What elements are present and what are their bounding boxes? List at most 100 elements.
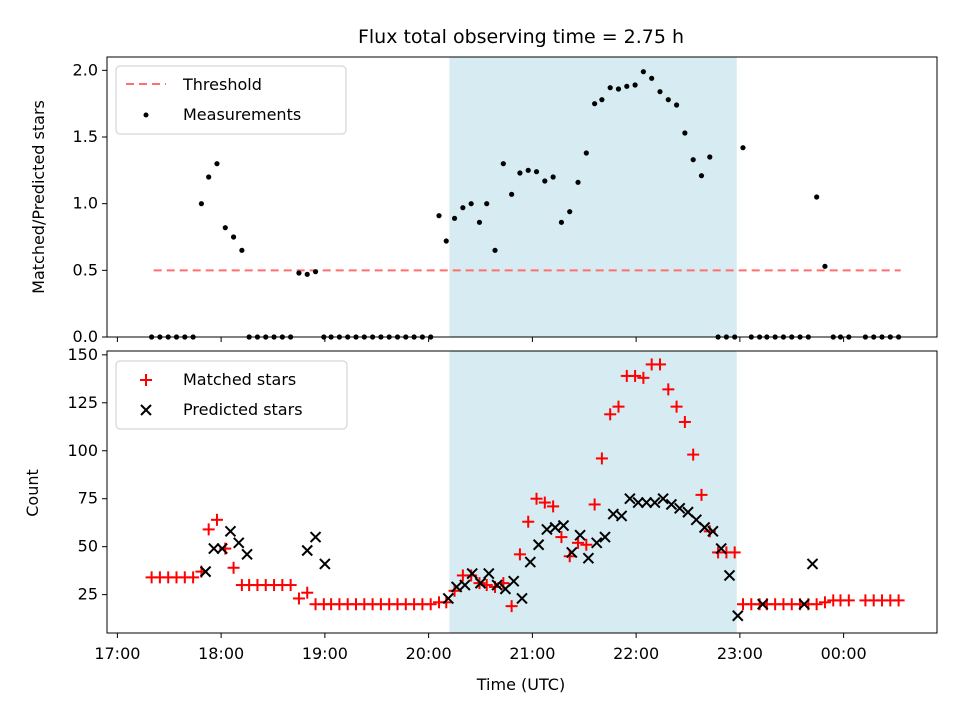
measurement-point [822, 263, 828, 269]
predicted-star-point [507, 575, 520, 587]
predicted-star-stroke [756, 598, 769, 610]
predicted-star-stroke [723, 569, 736, 582]
x-tick-label: 20:00 [406, 644, 452, 663]
measurement-point [592, 101, 598, 107]
matched-star-point [595, 452, 608, 465]
predicted-star-stroke [450, 581, 463, 593]
matched-star-point [440, 596, 453, 609]
predicted-stars-points [199, 493, 819, 622]
matched-star-point [678, 415, 691, 428]
y-tick-label: 2.0 [73, 60, 98, 79]
legend-measurements-label: Measurements [183, 105, 301, 124]
predicted-star-stroke [707, 525, 719, 538]
measurement-point [214, 161, 220, 167]
measurement-point [542, 178, 548, 184]
top-y-ticks: 0.0 0.5 1.0 1.5 2.0 [73, 60, 107, 346]
predicted-star-point [649, 496, 661, 509]
predicted-star-point [532, 539, 545, 551]
predicted-star-point [208, 542, 220, 555]
y-tick-label: 1.0 [73, 194, 98, 213]
predicted-star-point [549, 521, 561, 534]
predicted-star-point [442, 592, 455, 605]
matched-star-point [292, 592, 305, 605]
predicted-star-stroke [690, 514, 703, 526]
predicted-star-point [607, 508, 620, 520]
predicted-star-point [640, 496, 653, 509]
predicted-star-point [483, 567, 495, 580]
bottom-legend: Matched stars Predicted stars [115, 360, 348, 430]
measurement-point [222, 225, 228, 231]
y-tick-label: 0.5 [73, 260, 98, 279]
predicted-star-point [524, 556, 537, 568]
measurement-point [443, 238, 449, 244]
matched-star-point [227, 561, 240, 574]
matched-star-point [629, 369, 642, 382]
y-tick-label: 125 [67, 393, 98, 412]
matched-star-point [728, 546, 741, 559]
predicted-star-point [541, 523, 553, 536]
matched-star-point [637, 371, 650, 384]
top-plot-frame [106, 56, 938, 338]
measurement-point [624, 83, 630, 89]
predicted-star-stroke [574, 529, 586, 541]
measurement-point [312, 269, 319, 275]
predicted-star-stroke [224, 525, 237, 538]
predicted-star-stroke [698, 521, 711, 534]
predicted-star-point [798, 598, 810, 610]
predicted-star-stroke [459, 579, 471, 591]
matched-star-point [448, 584, 461, 597]
predicted-star-stroke [233, 537, 245, 549]
predicted-star-stroke [682, 506, 694, 518]
matched-star-point [505, 600, 518, 613]
predicted-star-point [450, 581, 463, 593]
legend-threshold-label: Threshold [182, 75, 262, 94]
measurement-point [460, 205, 466, 211]
matched-star-point [572, 536, 585, 549]
predicted-star-stroke [665, 498, 678, 511]
predicted-star-stroke [516, 592, 528, 605]
predicted-star-point [459, 579, 471, 591]
predicted-star-point [756, 598, 769, 610]
matched-star-point [662, 383, 675, 396]
measurement-point [740, 145, 746, 151]
matched-star-point [563, 550, 576, 563]
predicted-star-stroke [649, 496, 661, 509]
measurement-point [525, 167, 531, 173]
measurement-point [517, 170, 523, 176]
measurement-point [583, 150, 589, 156]
matched-star-point [210, 513, 223, 526]
measurement-point [476, 219, 483, 225]
predicted-star-point [516, 592, 528, 605]
predicted-star-stroke [732, 610, 744, 622]
measurement-point [550, 174, 556, 180]
top-x-ticks [116, 337, 845, 342]
predicted-star-point [806, 558, 819, 570]
matched-star-point [580, 538, 593, 551]
x-axis-label: Time (UTC) [476, 675, 565, 694]
predicted-star-point [557, 519, 570, 532]
predicted-star-point [574, 529, 586, 541]
matched-star-point [187, 571, 200, 584]
x-tick-label: 21:00 [509, 644, 555, 663]
measurement-point [296, 270, 302, 276]
measurement-points [149, 69, 902, 340]
matched-star-point [695, 488, 708, 501]
predicted-star-point [233, 537, 245, 549]
legend-predicted-label: Predicted stars [183, 400, 303, 419]
predicted-star-point [732, 610, 744, 622]
measurement-point [484, 201, 490, 207]
predicted-star-point [624, 493, 636, 505]
matched-star-point [284, 579, 297, 592]
measurement-point [673, 102, 680, 108]
predicted-star-point [715, 542, 727, 555]
x-tick-label: 18:00 [198, 644, 244, 663]
bottom-x-ticks: 17:00 18:00 19:00 20:00 21:00 22:00 23:00 00:00 [94, 633, 867, 663]
measurement-point [206, 174, 212, 180]
matched-star-point [818, 596, 831, 609]
x-tick-label: 23:00 [717, 644, 763, 663]
measurement-point [640, 69, 646, 75]
predicted-star-point [723, 569, 736, 582]
predicted-star-stroke [557, 519, 570, 532]
measurement-point [814, 194, 820, 200]
